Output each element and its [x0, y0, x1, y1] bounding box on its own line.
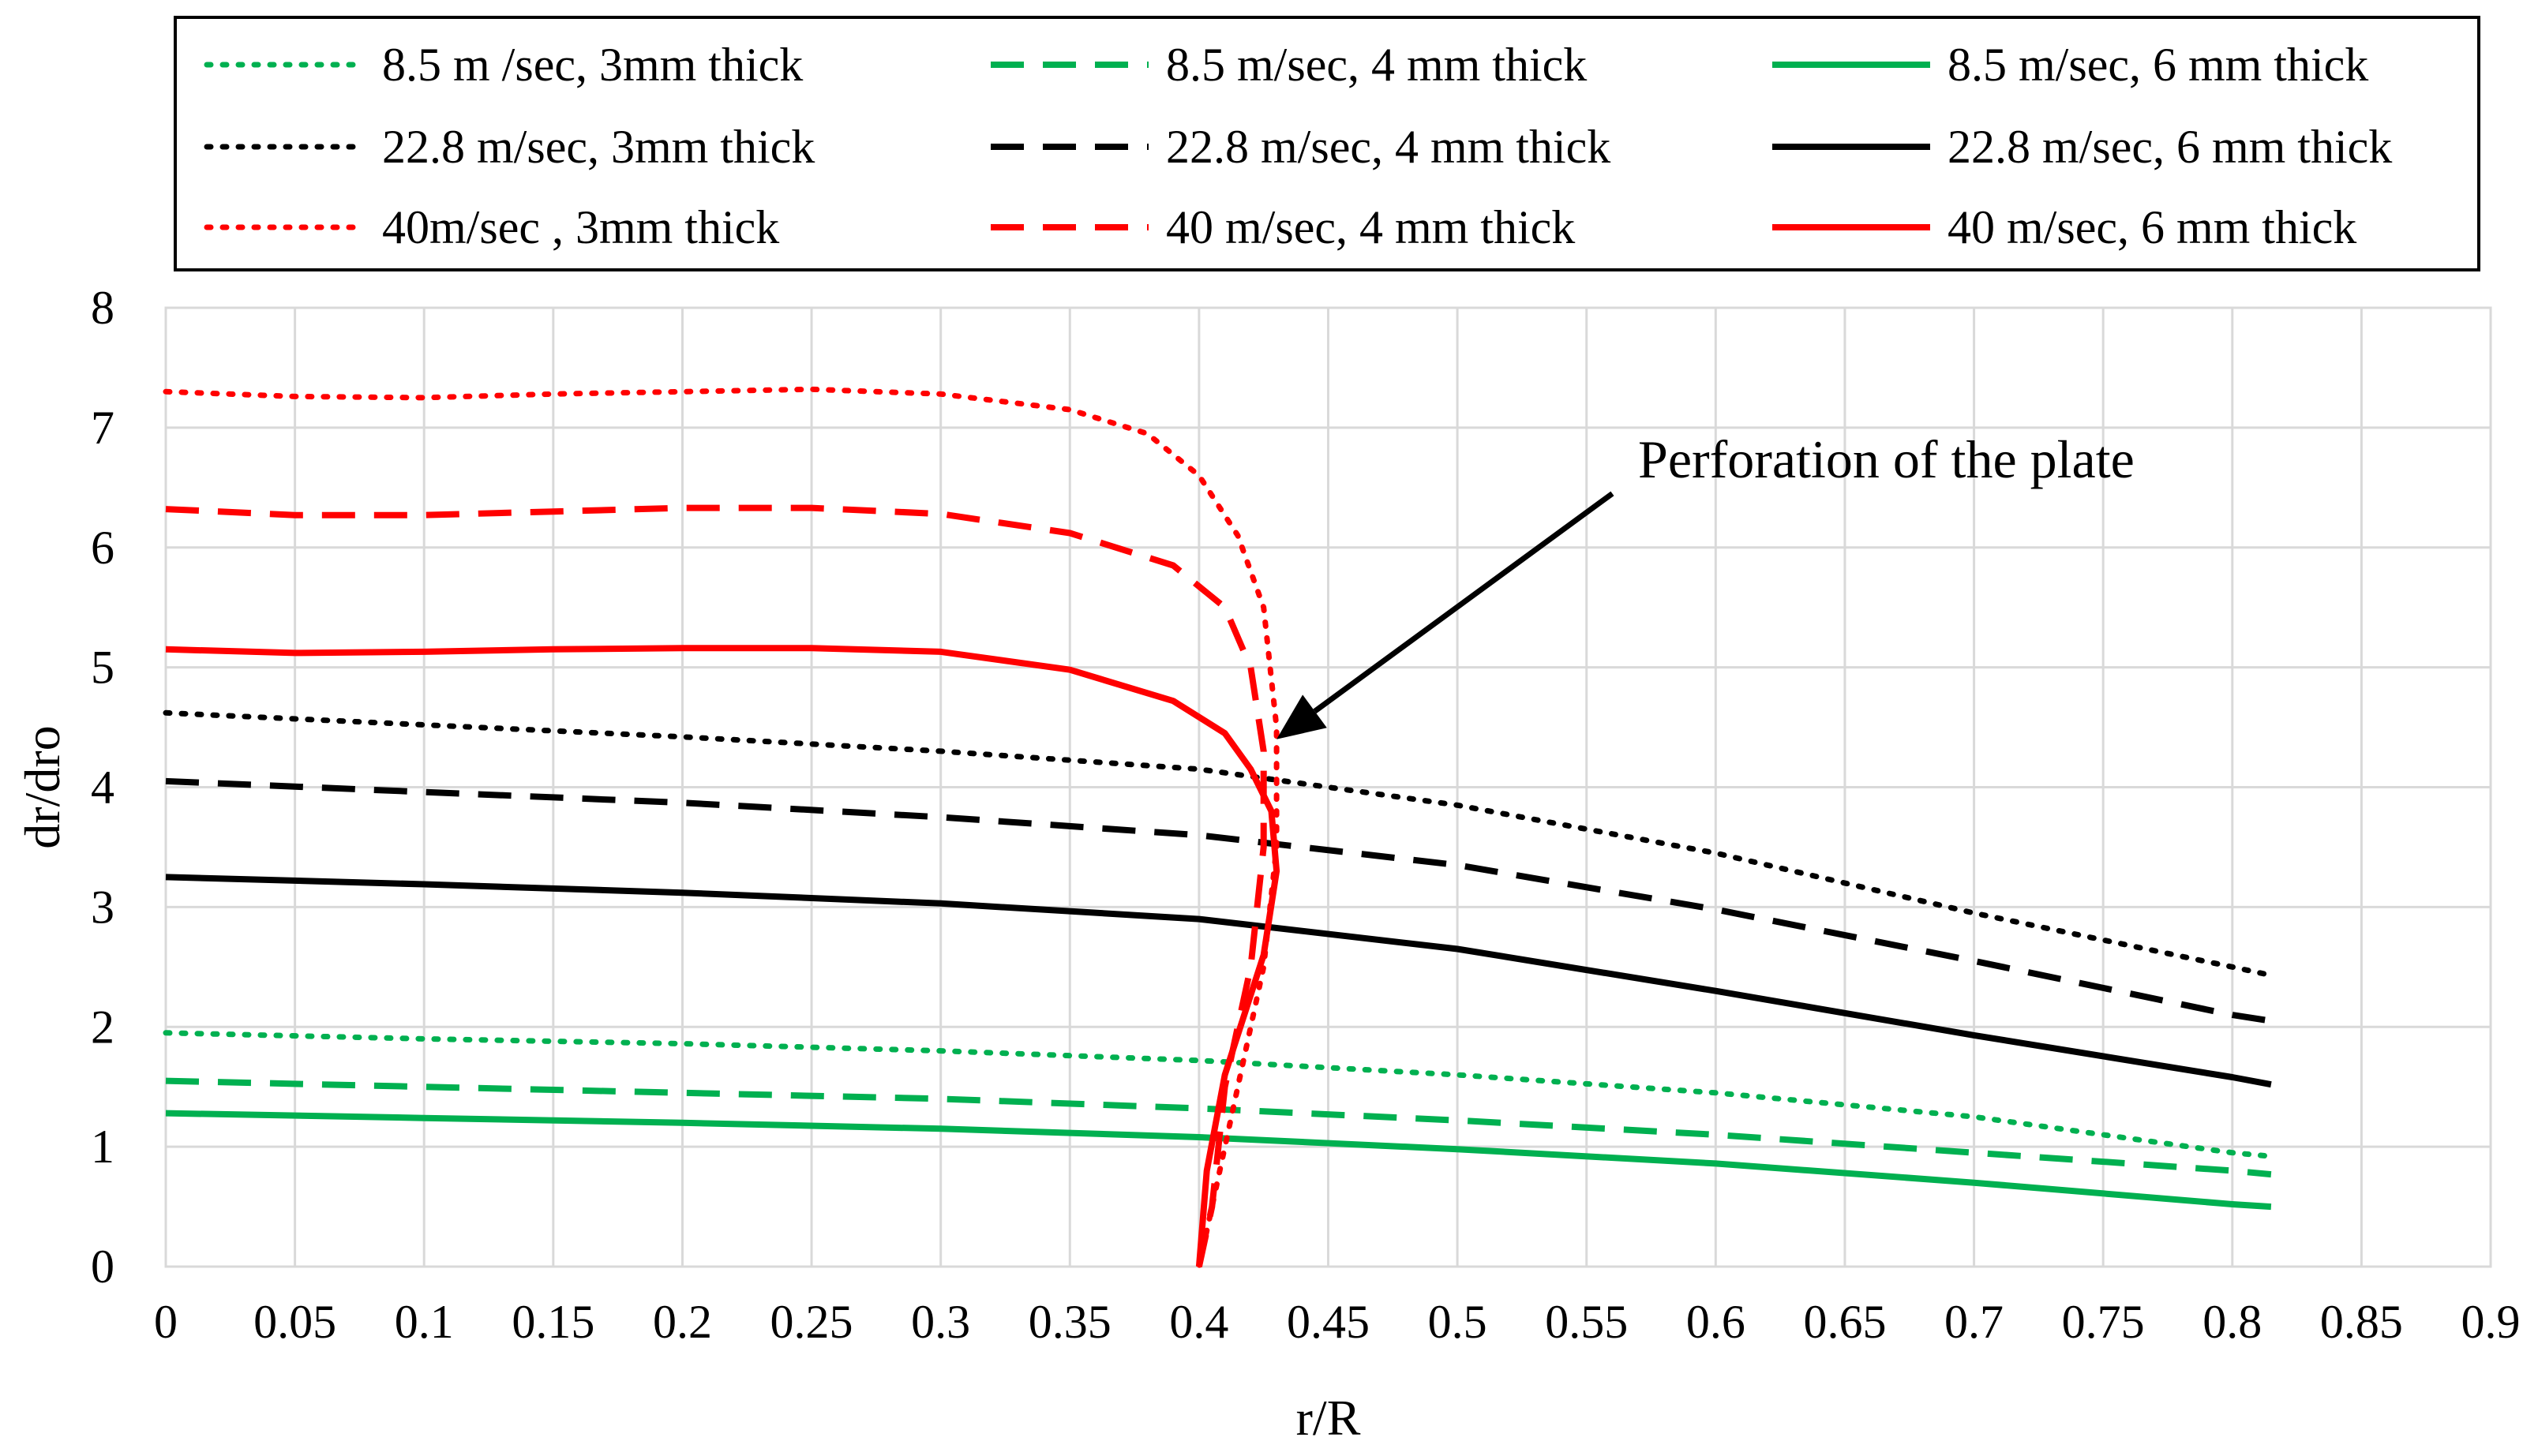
x-tick-label: 0.15 [512, 1296, 594, 1348]
series-line-8 [165, 645, 1280, 1267]
y-axis-title: dr/dro [14, 725, 70, 848]
legend-label-0: 8.5 m /sec, 3mm thick [382, 39, 803, 91]
annotation: Perforation of the plate [1276, 429, 2135, 739]
x-tick-label: 0.55 [1545, 1296, 1628, 1348]
legend-label-6: 40m/sec , 3mm thick [382, 201, 779, 253]
x-axis-ticks: 0 0.05 0.1 0.15 0.2 0.25 0.3 0.35 0.4 0.45 0.5 0.55… [154, 1296, 2521, 1348]
x-tick-label: 0.45 [1287, 1296, 1370, 1348]
grid [164, 306, 2492, 1268]
x-tick-label: 0.65 [1803, 1296, 1886, 1348]
x-tick-label: 0.75 [2062, 1296, 2145, 1348]
legend-label-3: 22.8 m/sec, 3mm thick [382, 121, 815, 173]
series-line-1 [165, 1077, 2272, 1178]
y-tick-label: 0 [91, 1241, 114, 1293]
x-tick-label: 0.9 [2461, 1296, 2521, 1348]
legend-label-7: 40 m/sec, 4 mm thick [1166, 201, 1575, 253]
series-line-7 [165, 504, 1267, 1267]
x-tick-label: 0 [154, 1296, 178, 1348]
x-tick-label: 0.7 [1944, 1296, 2004, 1348]
series-line-3 [163, 709, 2274, 979]
annotation-arrow [1313, 491, 1614, 714]
y-tick-label: 3 [91, 881, 114, 933]
x-tick-label: 0.2 [653, 1296, 712, 1348]
series-lines [163, 386, 2274, 1270]
series-line-2 [165, 1110, 2272, 1211]
legend-label-1: 8.5 m/sec, 4 mm thick [1166, 39, 1587, 91]
legend-label-2: 8.5 m/sec, 6 mm thick [1948, 39, 2368, 91]
legend-label-8: 40 m/sec, 6 mm thick [1948, 201, 2356, 253]
y-tick-label: 5 [91, 642, 114, 694]
y-tick-label: 4 [91, 762, 114, 814]
x-tick-label: 0.35 [1029, 1296, 1112, 1348]
x-tick-label: 0.6 [1686, 1296, 1745, 1348]
x-tick-label: 0.05 [253, 1296, 336, 1348]
x-tick-label: 0.4 [1169, 1296, 1228, 1348]
x-axis-title: r/R [1296, 1390, 1361, 1446]
annotation-text: Perforation of the plate [1638, 429, 2135, 489]
x-tick-label: 0.8 [2202, 1296, 2262, 1348]
series-line-5 [165, 874, 2272, 1088]
y-tick-label: 1 [91, 1121, 114, 1173]
y-axis-ticks: 0 1 2 3 4 5 6 7 8 [91, 282, 114, 1293]
legend-box [174, 16, 2480, 271]
x-tick-label: 0.25 [770, 1296, 853, 1348]
legend-label-5: 22.8 m/sec, 6 mm thick [1948, 121, 2392, 173]
series-line-4 [165, 777, 2272, 1024]
series-line-0 [163, 1030, 2274, 1159]
legend-label-4: 22.8 m/sec, 4 mm thick [1166, 121, 1610, 173]
y-tick-label: 7 [91, 402, 114, 454]
x-tick-label: 0.5 [1428, 1296, 1487, 1348]
x-tick-label: 0.1 [395, 1296, 454, 1348]
annotation-arrowhead [1276, 694, 1327, 739]
plot-area-frame [164, 306, 2492, 1268]
legend: 8.5 m /sec, 3mm thick 8.5 m/sec, 4 mm thi… [174, 16, 2480, 271]
y-tick-label: 8 [91, 282, 114, 334]
x-tick-label: 0.85 [2320, 1296, 2403, 1348]
x-tick-label: 0.3 [911, 1296, 970, 1348]
y-tick-label: 6 [91, 522, 114, 574]
series-line-6 [163, 386, 1280, 1270]
y-tick-label: 2 [91, 1001, 114, 1053]
